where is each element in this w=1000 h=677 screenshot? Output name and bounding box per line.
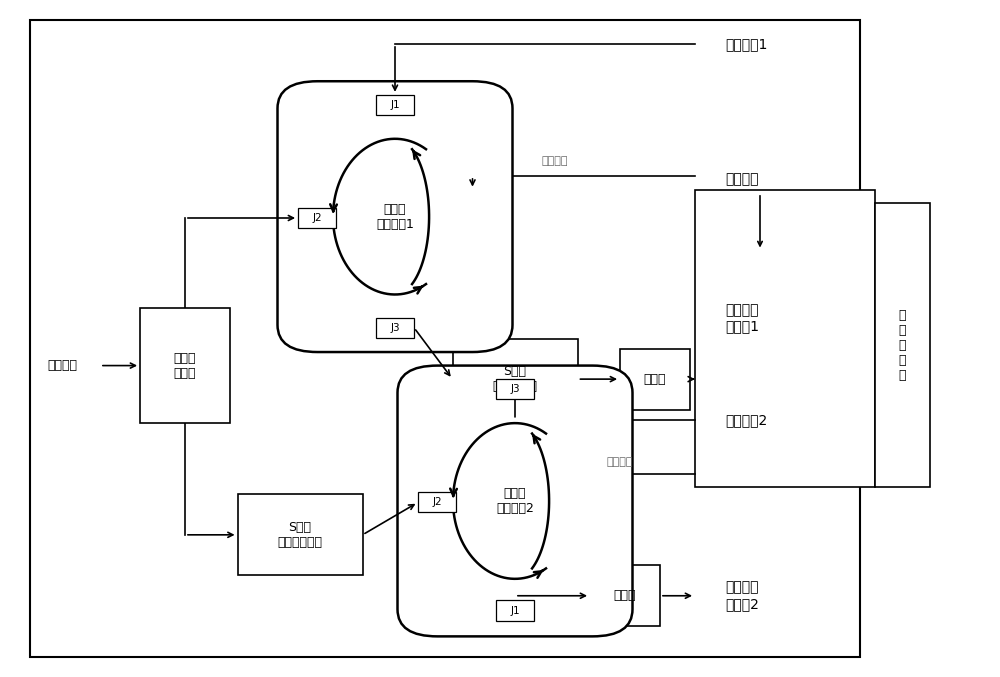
Text: 辅助接收
机通道1: 辅助接收 机通道1: [725, 303, 759, 333]
FancyBboxPatch shape: [376, 95, 414, 115]
Text: 衰减器: 衰减器: [614, 589, 636, 603]
FancyBboxPatch shape: [30, 20, 860, 657]
Text: J1: J1: [510, 606, 520, 615]
FancyBboxPatch shape: [620, 349, 690, 410]
Text: J2: J2: [312, 213, 322, 223]
FancyBboxPatch shape: [278, 81, 512, 352]
FancyBboxPatch shape: [496, 600, 534, 621]
FancyBboxPatch shape: [398, 366, 633, 636]
Text: S波段
光纤延迟组件: S波段 光纤延迟组件: [278, 521, 322, 549]
Text: 辅助天线2: 辅助天线2: [725, 413, 767, 427]
FancyBboxPatch shape: [140, 308, 230, 423]
Text: 一分二
功分器: 一分二 功分器: [174, 351, 196, 380]
Text: J3: J3: [390, 323, 400, 332]
Text: S波段
光纤延迟组件: S波段 光纤延迟组件: [492, 365, 538, 393]
Text: 控制信号: 控制信号: [607, 457, 633, 467]
Text: 控制信号: 控制信号: [542, 156, 568, 166]
FancyBboxPatch shape: [875, 203, 930, 487]
FancyBboxPatch shape: [376, 318, 414, 338]
FancyBboxPatch shape: [418, 492, 456, 512]
Text: 衰减器: 衰减器: [644, 372, 666, 386]
Text: 测试模块: 测试模块: [47, 359, 77, 372]
Text: 三端口
电子开关1: 三端口 电子开关1: [376, 202, 414, 231]
Text: J3: J3: [510, 385, 520, 394]
Text: J1: J1: [390, 100, 400, 110]
FancyBboxPatch shape: [452, 338, 578, 420]
Text: 辅助天线1: 辅助天线1: [725, 37, 767, 51]
FancyBboxPatch shape: [590, 565, 660, 626]
FancyBboxPatch shape: [238, 494, 362, 575]
Text: 三端口
电子开关2: 三端口 电子开关2: [496, 487, 534, 515]
Text: 第三天线: 第三天线: [725, 173, 759, 186]
Text: 控
制
计
算
机: 控 制 计 算 机: [899, 309, 906, 382]
FancyBboxPatch shape: [496, 379, 534, 399]
Text: J2: J2: [432, 498, 442, 507]
Text: 辅助接收
机通道2: 辅助接收 机通道2: [725, 581, 759, 611]
FancyBboxPatch shape: [298, 208, 336, 228]
FancyBboxPatch shape: [695, 190, 875, 487]
